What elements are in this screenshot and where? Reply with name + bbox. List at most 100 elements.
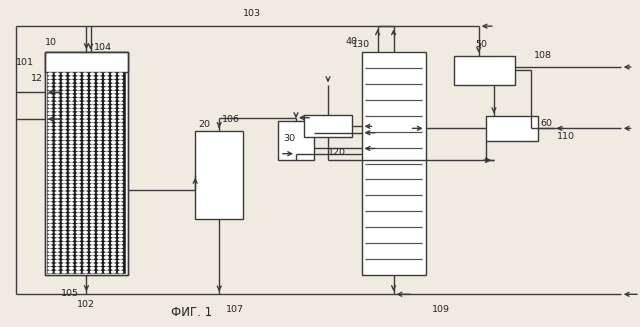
Circle shape (76, 267, 80, 269)
Circle shape (90, 109, 94, 111)
Circle shape (48, 145, 52, 147)
Circle shape (83, 138, 87, 140)
Circle shape (97, 160, 101, 162)
Circle shape (48, 257, 52, 259)
Circle shape (62, 127, 66, 129)
Circle shape (97, 95, 101, 97)
Circle shape (83, 163, 87, 165)
Circle shape (48, 124, 52, 126)
Circle shape (83, 224, 87, 226)
Circle shape (111, 203, 115, 205)
Circle shape (97, 174, 101, 176)
Circle shape (83, 228, 87, 230)
Circle shape (104, 80, 108, 82)
Circle shape (83, 178, 87, 180)
Circle shape (97, 98, 101, 100)
Circle shape (48, 242, 52, 244)
Circle shape (62, 145, 66, 147)
Circle shape (111, 116, 115, 118)
Circle shape (111, 142, 115, 144)
Circle shape (62, 106, 66, 108)
Circle shape (104, 188, 108, 190)
Circle shape (76, 91, 80, 93)
Circle shape (69, 224, 73, 226)
Circle shape (97, 250, 101, 251)
Circle shape (118, 267, 122, 269)
Circle shape (76, 196, 80, 198)
Circle shape (111, 152, 115, 154)
Circle shape (90, 142, 94, 144)
Circle shape (83, 120, 87, 122)
Circle shape (97, 253, 101, 255)
Circle shape (104, 152, 108, 154)
Circle shape (83, 142, 87, 144)
Circle shape (118, 160, 122, 162)
Circle shape (90, 77, 94, 79)
Circle shape (76, 206, 80, 208)
Circle shape (83, 239, 87, 241)
Circle shape (76, 224, 80, 226)
Circle shape (111, 167, 115, 169)
Circle shape (83, 167, 87, 169)
Circle shape (48, 134, 52, 136)
Circle shape (97, 106, 101, 108)
Circle shape (76, 246, 80, 248)
Circle shape (83, 95, 87, 97)
Circle shape (48, 116, 52, 118)
Circle shape (111, 188, 115, 190)
Circle shape (69, 88, 73, 90)
Circle shape (76, 239, 80, 241)
Circle shape (48, 160, 52, 162)
Circle shape (48, 131, 52, 133)
Circle shape (48, 185, 52, 187)
Circle shape (104, 210, 108, 212)
Circle shape (97, 73, 101, 75)
Circle shape (62, 271, 66, 273)
Circle shape (97, 271, 101, 273)
Circle shape (55, 196, 59, 198)
Circle shape (111, 224, 115, 226)
Circle shape (111, 113, 115, 115)
Text: 109: 109 (432, 305, 450, 314)
Circle shape (76, 124, 80, 126)
Circle shape (76, 271, 80, 273)
Circle shape (118, 224, 122, 226)
Circle shape (97, 167, 101, 169)
Circle shape (118, 152, 122, 154)
Circle shape (62, 181, 66, 183)
Circle shape (76, 109, 80, 111)
Circle shape (104, 163, 108, 165)
Circle shape (111, 235, 115, 237)
Circle shape (111, 134, 115, 136)
Circle shape (83, 73, 87, 75)
Circle shape (83, 206, 87, 208)
Circle shape (118, 73, 122, 75)
Circle shape (118, 109, 122, 111)
Circle shape (76, 127, 80, 129)
Circle shape (76, 199, 80, 201)
Circle shape (62, 217, 66, 219)
Circle shape (69, 210, 73, 212)
Circle shape (111, 181, 115, 183)
Circle shape (118, 138, 122, 140)
Circle shape (83, 109, 87, 111)
Circle shape (48, 199, 52, 201)
Circle shape (62, 185, 66, 187)
Circle shape (62, 84, 66, 86)
Circle shape (83, 91, 87, 93)
Circle shape (83, 160, 87, 162)
Circle shape (55, 106, 59, 108)
Circle shape (118, 192, 122, 194)
Circle shape (90, 271, 94, 273)
Circle shape (48, 264, 52, 266)
Circle shape (69, 91, 73, 93)
Circle shape (69, 221, 73, 223)
Circle shape (111, 138, 115, 140)
Circle shape (104, 84, 108, 86)
Circle shape (55, 113, 59, 115)
Circle shape (55, 88, 59, 90)
Circle shape (97, 138, 101, 140)
Circle shape (48, 206, 52, 208)
Circle shape (90, 102, 94, 104)
Circle shape (48, 217, 52, 219)
